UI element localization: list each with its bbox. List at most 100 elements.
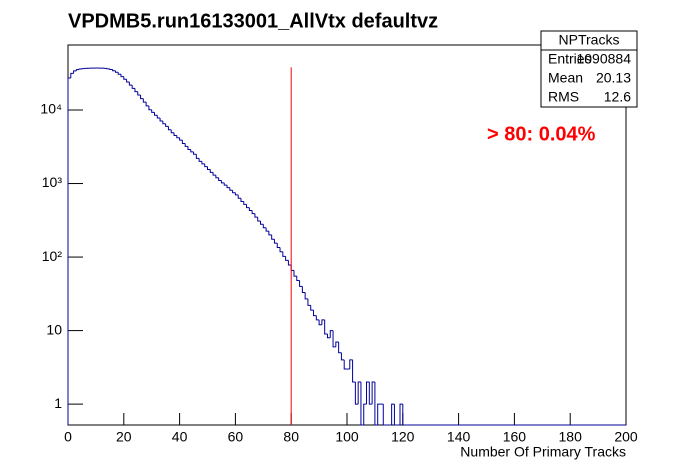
histogram-bin [332, 330, 336, 348]
histogram-bin [162, 120, 166, 125]
histogram-bin [173, 132, 177, 137]
histogram-bin [243, 201, 247, 205]
histogram-bin [357, 381, 361, 405]
histogram-bin [134, 88, 138, 93]
x-tick-label: 180 [559, 429, 583, 445]
histogram-bin [73, 70, 77, 74]
histogram-bin [402, 404, 406, 426]
histogram-bin [268, 231, 272, 236]
histogram-bin [193, 151, 197, 155]
histogram-bin [212, 172, 216, 176]
histogram-bin [321, 319, 325, 325]
histogram-bin [366, 381, 370, 405]
histogram-bin [329, 330, 334, 338]
histogram-bin [78, 68, 82, 70]
histogram-bin [198, 158, 202, 162]
histogram-bin [109, 68, 113, 70]
histogram-bin [148, 105, 152, 111]
y-tick-label: 10 [46, 321, 62, 337]
histogram-bin [338, 341, 342, 354]
histogram-bin [315, 315, 320, 321]
histogram-bin [360, 381, 364, 426]
histogram-bin [273, 239, 278, 244]
y-tick-label: 10² [42, 248, 63, 264]
histogram-bin [310, 305, 314, 311]
histogram-bin [276, 243, 281, 248]
histogram-bin [285, 256, 289, 261]
histogram-bin [184, 143, 188, 147]
stats-value: 12.6 [604, 89, 631, 105]
histogram-bin [70, 72, 74, 79]
stats-label: Entries [548, 51, 592, 67]
histogram-bin [117, 72, 122, 75]
histogram-bin [265, 227, 269, 232]
x-tick-label: 20 [116, 429, 132, 445]
histogram-bin [226, 185, 230, 189]
histogram-bin [301, 286, 306, 293]
histogram-bin [209, 169, 214, 173]
histogram-bin [307, 298, 311, 306]
x-tick-label: 120 [391, 429, 415, 445]
histogram-bin [296, 276, 300, 282]
x-tick-label: 100 [335, 429, 359, 445]
x-tick-label: 80 [283, 429, 299, 445]
histogram-bin [293, 270, 297, 277]
histogram-bin [251, 210, 255, 215]
histogram-bin [287, 260, 292, 266]
histogram-bin [179, 137, 183, 141]
histogram-bin [176, 135, 180, 139]
histogram-bin [340, 352, 345, 361]
histogram-bin [195, 154, 200, 159]
histogram-bin [220, 180, 225, 184]
histogram-bin [187, 146, 191, 151]
histogram-bin [120, 74, 124, 78]
histogram-bin [279, 247, 283, 253]
histogram-bin [218, 177, 222, 181]
histogram-bin [354, 381, 359, 405]
histogram-bin [201, 161, 205, 165]
stats-value: 20.13 [596, 70, 631, 86]
histogram-bin [142, 98, 147, 103]
x-tick-label: 60 [228, 429, 244, 445]
histogram-bin [299, 280, 303, 287]
x-tick-label: 200 [614, 429, 638, 445]
histogram-bin [145, 102, 149, 107]
histogram-bin [112, 69, 116, 72]
histogram-bin [304, 292, 308, 300]
x-tick-label: 160 [503, 429, 527, 445]
histogram-bin [140, 95, 144, 100]
histogram-bin [371, 381, 375, 405]
annotation: > 80: 0.04% [487, 123, 596, 145]
stats-frame [540, 30, 638, 108]
histogram-bin [248, 207, 253, 211]
histogram-bin [232, 190, 236, 194]
histogram-bin [260, 220, 264, 225]
histogram-bin [190, 149, 194, 153]
histogram-bin [151, 109, 155, 113]
stats-label: RMS [548, 89, 579, 105]
chart-title: VPDMB5.run16133001_AllVtx defaultvz [68, 10, 438, 32]
histogram-bin [374, 381, 378, 426]
x-tick-label: 0 [64, 429, 72, 445]
histogram-bin [156, 115, 161, 119]
histogram-bin [204, 163, 208, 168]
histogram-bin [123, 76, 127, 80]
x-tick-label: 40 [172, 429, 188, 445]
histogram-bin [167, 126, 172, 131]
y-tick-label: 10³ [42, 174, 63, 190]
histogram-bin [257, 217, 261, 222]
stats-label: Mean [548, 70, 583, 86]
histogram-bin [335, 341, 339, 347]
histogram-bin [137, 91, 141, 96]
histogram-bin [165, 123, 169, 127]
histogram-bin [67, 77, 71, 425]
histogram-bin [159, 117, 163, 122]
histogram-bin [237, 194, 241, 199]
histogram-bin [223, 182, 228, 186]
histogram-bin [391, 403, 395, 425]
histogram-bin [126, 79, 130, 83]
histogram-bin [215, 175, 219, 179]
histogram-bin [343, 359, 347, 370]
